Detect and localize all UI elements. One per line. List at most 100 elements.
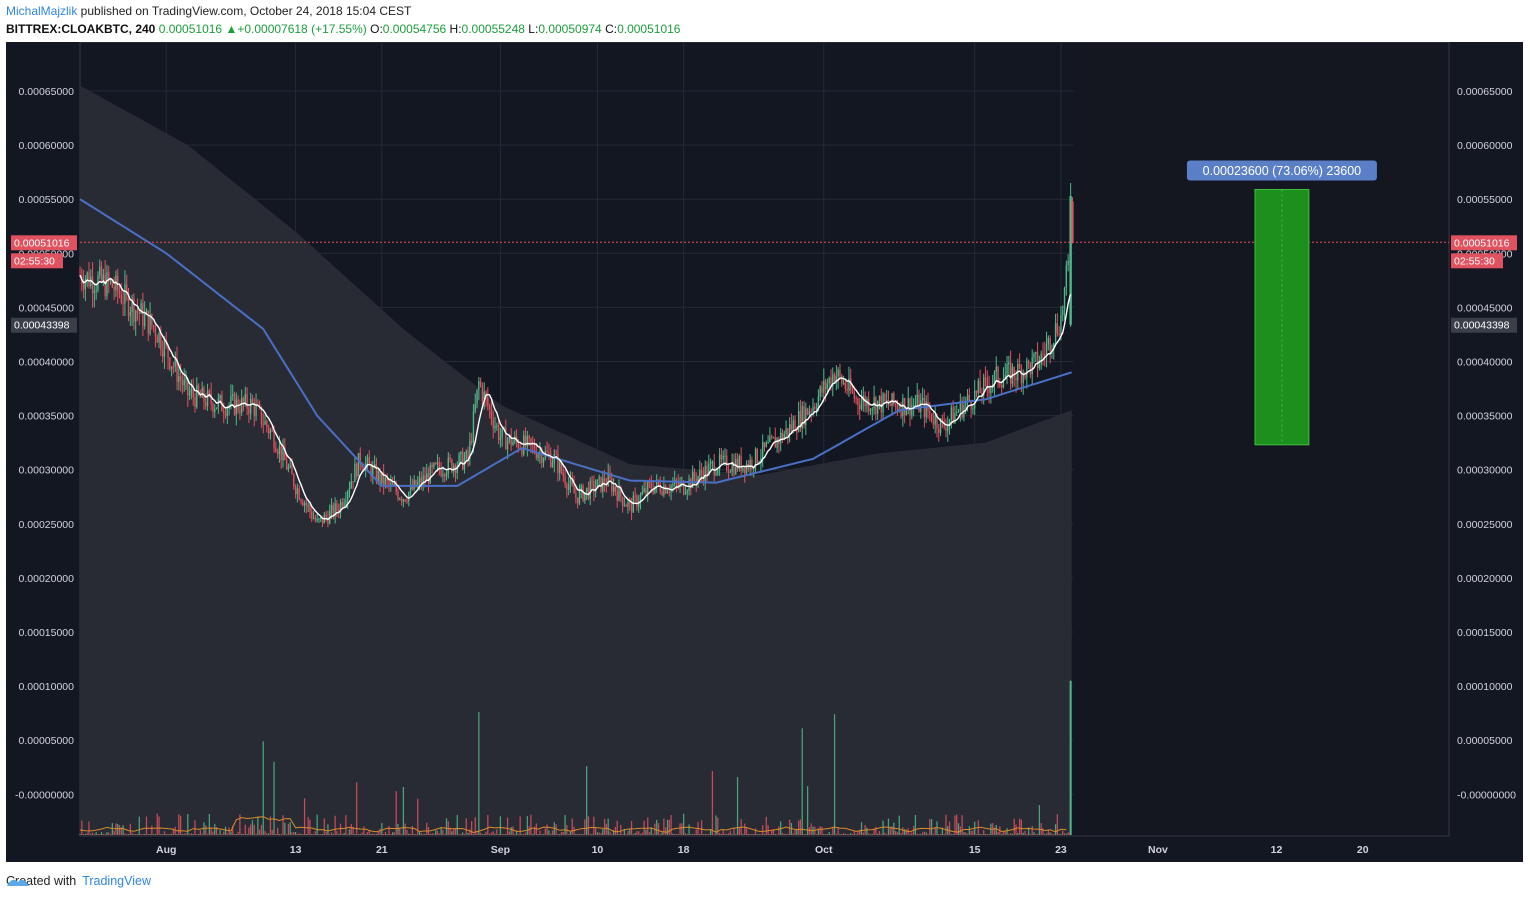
chart-area[interactable]: 0.00023600 (73.06%) 23600 0.00065000 0.00… xyxy=(6,42,1523,862)
candle-body xyxy=(826,383,829,390)
volume-bar xyxy=(824,834,827,835)
candle-body xyxy=(415,480,417,487)
candle-body xyxy=(993,372,996,384)
candle-body xyxy=(1015,377,1017,381)
author-link[interactable]: MichalMajzlik xyxy=(6,4,78,18)
volume-bar xyxy=(948,821,951,835)
volume-bar xyxy=(95,832,97,835)
candle-body xyxy=(659,484,661,492)
candle-body xyxy=(192,389,194,398)
candle-body xyxy=(494,425,496,429)
candle-body xyxy=(282,447,284,461)
candle-body xyxy=(142,303,144,327)
candle-body xyxy=(616,492,618,501)
volume-bar xyxy=(686,834,688,835)
volume-bar xyxy=(630,820,633,835)
volume-bar xyxy=(408,833,410,835)
candle-body xyxy=(400,498,403,502)
volume-bar xyxy=(546,824,548,835)
volume-bar xyxy=(875,826,877,835)
candle-body xyxy=(145,310,148,314)
candle-body xyxy=(792,420,794,430)
candle-body xyxy=(670,485,672,492)
volume-bar xyxy=(695,829,697,835)
volume-bar xyxy=(221,834,223,835)
candle-body xyxy=(884,393,886,401)
candle-body xyxy=(765,442,767,447)
volume-bar xyxy=(402,786,405,835)
volume-bar xyxy=(487,814,489,835)
measure-label: 0.00023600 (73.06%) 23600 xyxy=(1203,164,1362,178)
ohlc-line: BITTREX:CLOAKBTC, 240 0.00051016 ▲+0.000… xyxy=(6,22,680,36)
candle-body xyxy=(627,502,629,507)
volume-bar xyxy=(386,834,388,835)
volume-bar xyxy=(338,834,340,835)
candle-body xyxy=(559,462,561,474)
published-text: published on TradingView.com, October 24… xyxy=(77,4,412,18)
volume-bar xyxy=(1027,827,1030,835)
tradingview-link[interactable]: TradingView xyxy=(82,874,151,888)
candle-body xyxy=(499,437,502,440)
left-price-axis[interactable]: 0.000650000.000600000.000550000.00050000… xyxy=(15,86,74,801)
volume-bar xyxy=(478,712,480,835)
volume-bar xyxy=(756,834,758,835)
volume-bar xyxy=(330,832,333,835)
volume-bar xyxy=(415,834,417,835)
volume-bar xyxy=(93,834,96,835)
volume-bar xyxy=(591,834,593,835)
candle-body xyxy=(769,436,771,443)
volume-bar xyxy=(246,834,248,835)
volume-bar xyxy=(465,818,467,835)
volume-bar xyxy=(956,814,958,835)
candle-body xyxy=(751,460,753,470)
volume-bar xyxy=(140,834,142,835)
volume-bar xyxy=(763,834,766,835)
volume-bar xyxy=(594,827,597,835)
candle-body xyxy=(408,492,410,502)
volume-bar xyxy=(1053,833,1055,835)
candle-body xyxy=(284,447,286,461)
time-axis-tick: 18 xyxy=(678,844,690,856)
candle-body xyxy=(781,432,784,440)
right-axis-tick: 0.00015000 xyxy=(1457,627,1513,639)
candle-body xyxy=(99,266,101,276)
volume-bar xyxy=(393,832,396,835)
volume-bar xyxy=(889,828,891,835)
volume-bar xyxy=(614,826,617,835)
measure-tool[interactable]: 0.00023600 (73.06%) 23600 xyxy=(1186,160,1377,446)
candle-body xyxy=(440,469,442,476)
candle-body xyxy=(327,517,329,524)
candle-body xyxy=(618,486,620,501)
candle-body xyxy=(1027,360,1030,364)
candle-body xyxy=(546,451,548,453)
candle-body xyxy=(612,486,615,492)
footer: Created with TradingView xyxy=(6,874,151,888)
volume-bar xyxy=(232,825,234,835)
candle-body xyxy=(912,404,915,406)
volume-bar xyxy=(106,832,108,835)
volume-bar xyxy=(185,833,187,835)
candle-body xyxy=(560,462,563,473)
candle-body xyxy=(422,475,424,485)
candle-body xyxy=(424,475,426,481)
indicator-lines xyxy=(79,198,1449,521)
candle-body xyxy=(1049,338,1051,353)
candle-body xyxy=(842,383,845,385)
candle-body xyxy=(745,463,748,474)
candle-body xyxy=(889,405,891,407)
volume-bar xyxy=(753,834,755,835)
open-label: O: xyxy=(370,22,383,36)
volume-bar xyxy=(142,834,144,835)
volume-bar xyxy=(738,827,740,835)
candle-body xyxy=(920,400,922,412)
candle-body xyxy=(975,390,978,393)
volume-bar xyxy=(794,829,796,835)
candle-body xyxy=(436,462,439,464)
candle-body xyxy=(762,442,764,459)
volume-bar xyxy=(471,820,473,835)
candle-body xyxy=(262,424,264,426)
candle-body xyxy=(481,385,484,401)
price-chart[interactable]: 0.00023600 (73.06%) 23600 0.00065000 0.00… xyxy=(6,42,1523,862)
volume-bar xyxy=(661,832,663,835)
time-axis[interactable]: Aug 13 21 Sep 10 18 Oct 15 23 Nov 12 20 xyxy=(156,844,1369,856)
